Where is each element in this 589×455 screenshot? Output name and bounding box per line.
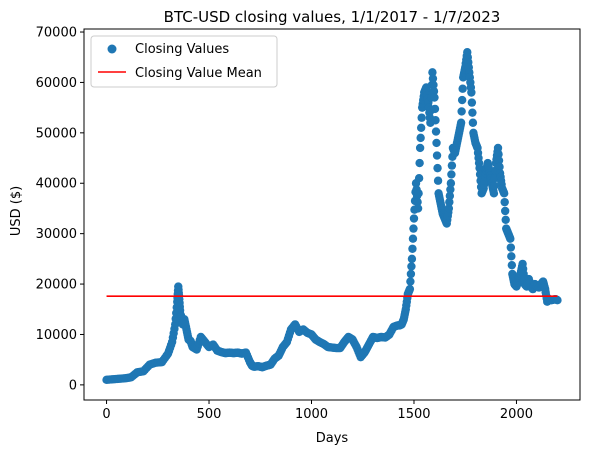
y-tick-label: 50000	[36, 126, 77, 141]
data-point	[444, 204, 454, 213]
data-point-fill	[416, 123, 426, 132]
x-tick-label: 1000	[295, 407, 328, 422]
data-point-fill	[430, 104, 440, 114]
data-point-fill	[490, 181, 499, 190]
x-axis: 0 500 1000 1500 2000	[102, 400, 533, 422]
data-point-fill	[446, 185, 455, 194]
data-point-fill	[417, 113, 426, 122]
data-point-fill	[406, 269, 416, 279]
data-point	[407, 254, 417, 264]
data-point-fill	[416, 133, 425, 143]
data-point-fill	[414, 189, 423, 198]
data-point	[430, 93, 439, 102]
data-point	[415, 143, 425, 153]
data-point-fill	[501, 215, 510, 224]
y-tick-label: 20000	[36, 278, 77, 293]
data-point	[456, 118, 466, 127]
data-point	[475, 163, 484, 173]
data-point-fill	[431, 116, 440, 125]
y-axis-label: USD ($)	[9, 186, 24, 236]
data-point-fill	[447, 161, 457, 170]
y-tick-label: 10000	[36, 328, 77, 343]
x-tick-label: 2000	[500, 407, 533, 422]
plot-area	[102, 47, 562, 385]
plot-frame	[83, 28, 581, 401]
data-point-fill	[507, 252, 516, 261]
data-point-fill	[432, 151, 442, 160]
data-point	[499, 189, 509, 198]
chart-title: BTC-USD closing values, 1/1/2017 - 1/7/2…	[164, 8, 501, 26]
data-point	[405, 284, 415, 294]
data-point-fill	[408, 244, 417, 253]
data-point-fill	[506, 243, 516, 252]
data-point-fill	[407, 262, 416, 271]
data-point-fill	[457, 107, 466, 116]
data-point-fill	[495, 162, 504, 172]
y-tick-label: 0	[69, 378, 77, 393]
data-point	[467, 88, 476, 97]
data-point-fill	[414, 174, 424, 183]
data-point-fill	[429, 87, 439, 96]
legend-label-closing-value-mean: Closing Value Mean	[135, 66, 262, 81]
data-point-fill	[494, 150, 503, 159]
data-point	[553, 295, 562, 305]
data-point-fill	[408, 234, 418, 243]
data-point	[428, 68, 437, 77]
data-point-fill	[468, 118, 478, 127]
y-tick-label: 70000	[36, 26, 77, 41]
data-point	[506, 234, 515, 243]
data-point-fill	[445, 197, 454, 207]
x-axis-label: Days	[316, 431, 349, 446]
data-point-fill	[433, 163, 442, 173]
x-tick-label: 500	[197, 407, 222, 422]
x-tick-label: 1500	[397, 407, 430, 422]
x-tick-label: 0	[102, 407, 110, 422]
legend-box	[90, 35, 278, 88]
data-point-fill	[458, 84, 467, 93]
data-point	[493, 143, 503, 153]
data-point	[432, 138, 441, 148]
legend: Closing Values Closing Value Mean	[90, 35, 278, 88]
data-point-fill	[445, 191, 455, 201]
y-tick-label: 30000	[36, 227, 77, 242]
data-point-fill	[433, 176, 443, 185]
legend-marker-closing-values	[107, 44, 117, 54]
data-point-fill	[413, 197, 422, 207]
data-point-fill	[431, 127, 441, 136]
data-point-fill	[500, 206, 510, 216]
y-tick-label: 40000	[36, 177, 77, 192]
y-axis: 0 10000 20000 30000 40000 50000 60000 70000	[36, 26, 84, 393]
data-point-fill	[507, 260, 517, 270]
data-point	[489, 189, 499, 198]
y-tick-label: 60000	[36, 76, 77, 91]
data-point-fill	[428, 74, 438, 83]
data-point-fill	[457, 95, 467, 105]
data-point-fill	[429, 80, 438, 90]
data-point-fill	[406, 277, 415, 286]
data-point	[446, 179, 456, 188]
data-point-fill	[415, 158, 424, 168]
data-point-fill	[468, 108, 477, 117]
data-point-fill	[447, 170, 456, 179]
data-point-fill	[409, 224, 418, 233]
data-point-fill	[500, 197, 509, 207]
data-point	[413, 204, 423, 213]
data-point	[409, 214, 419, 223]
legend-label-closing-values: Closing Values	[135, 42, 229, 57]
data-point-fill	[494, 156, 504, 165]
data-point-fill	[467, 98, 477, 107]
